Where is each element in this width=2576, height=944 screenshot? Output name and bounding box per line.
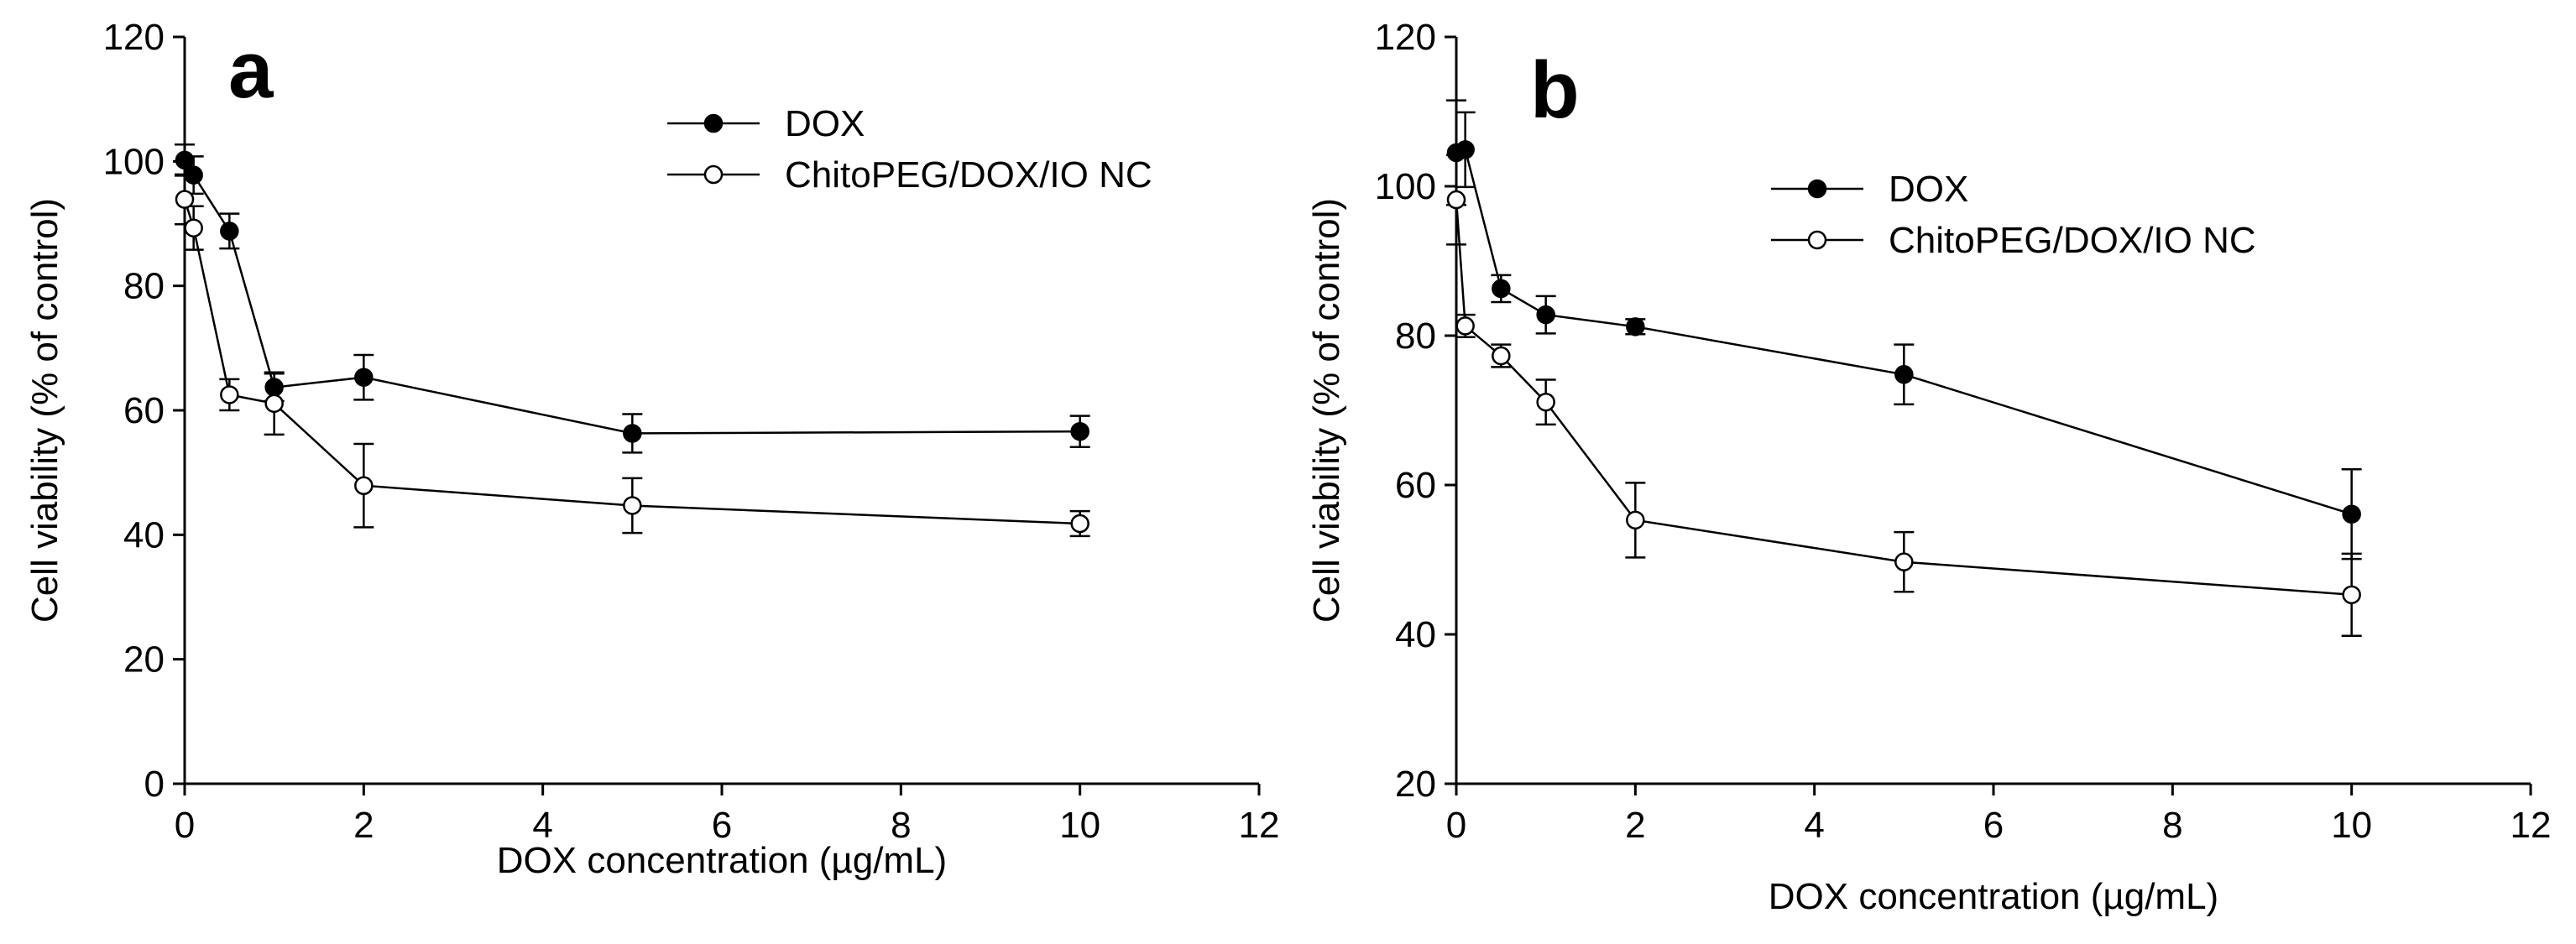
y-tick-label: 120 xyxy=(103,17,165,58)
x-tick-label: 4 xyxy=(532,805,552,846)
x-tick-label: 6 xyxy=(1983,805,2004,846)
panel-letter: a xyxy=(228,25,274,115)
chart-panel-b: 20 40 60 80 100 120 0 2 4 6 8 10 12 DOX concentration… xyxy=(1306,17,2551,917)
y-tick-label: 100 xyxy=(103,141,165,182)
x-tick-label: 4 xyxy=(1804,805,1824,846)
y-tick-label: 40 xyxy=(1395,614,1436,655)
data-point xyxy=(175,150,195,170)
x-tick-label: 8 xyxy=(891,805,911,846)
x-tick-label: 12 xyxy=(2511,805,2552,846)
x-tick-label: 2 xyxy=(353,805,374,846)
panel-letter: b xyxy=(1530,45,1580,135)
data-point xyxy=(2342,504,2361,524)
series-line xyxy=(183,199,1080,525)
data-point xyxy=(1626,510,1645,530)
x-tick-label: 2 xyxy=(1625,805,1645,846)
y-tick-label: 20 xyxy=(123,639,165,681)
data-point xyxy=(623,424,642,443)
series-line xyxy=(183,159,1080,435)
legend: DOX ChitoPEG/DOX/IO NC xyxy=(1771,169,2256,261)
series-chitopeg-dox-io-nc xyxy=(1446,154,2362,638)
legend-marker xyxy=(1807,230,1827,250)
x-tick-label: 10 xyxy=(2331,805,2372,846)
legend-marker xyxy=(703,164,724,185)
x-tick-label: 12 xyxy=(1239,805,1280,846)
data-point xyxy=(623,496,642,515)
y-tick-label: 0 xyxy=(144,764,165,805)
series-chitopeg-dox-io-nc xyxy=(175,173,1090,538)
y-tick-label: 80 xyxy=(123,266,165,307)
legend-label: DOX xyxy=(785,103,865,144)
data-point xyxy=(1492,346,1511,366)
y-axis-title: Cell viability (% of control) xyxy=(24,198,65,623)
series-dox xyxy=(1446,99,2362,561)
x-axis-title: DOX concentration (µg/mL) xyxy=(497,840,947,881)
data-point xyxy=(264,394,284,414)
y-tick-label: 40 xyxy=(123,514,165,555)
data-point xyxy=(2342,585,2361,605)
x-tick-label: 10 xyxy=(1059,805,1100,846)
x-tick-label: 8 xyxy=(2162,805,2182,846)
x-tick-label: 0 xyxy=(175,805,195,846)
data-point xyxy=(1536,305,1555,325)
data-point xyxy=(1894,365,1914,384)
x-axis-title: DOX concentration (µg/mL) xyxy=(1769,876,2218,917)
y-tick-label: 80 xyxy=(1395,316,1436,357)
data-point xyxy=(220,385,239,404)
data-point xyxy=(220,222,239,241)
data-point xyxy=(1492,279,1511,299)
y-tick-label: 60 xyxy=(1395,465,1436,506)
legend-marker xyxy=(703,113,724,133)
legend-label: ChitoPEG/DOX/IO NC xyxy=(785,154,1152,196)
y-tick-label: 20 xyxy=(1395,764,1436,805)
x-tick-label: 6 xyxy=(712,805,732,846)
data-point xyxy=(354,368,374,387)
legend-marker xyxy=(1807,179,1827,199)
y-tick-label: 120 xyxy=(1375,17,1436,58)
data-point xyxy=(1894,552,1914,571)
data-point xyxy=(1536,392,1555,412)
data-point xyxy=(1070,421,1089,441)
data-point xyxy=(354,476,374,495)
data-point xyxy=(1455,316,1475,336)
x-tick-label: 0 xyxy=(1446,805,1466,846)
legend: DOX ChitoPEG/DOX/IO NC xyxy=(667,103,1152,196)
y-axis-title: Cell viability (% of control) xyxy=(1306,198,1347,623)
legend-label: DOX xyxy=(1889,169,1968,210)
data-point xyxy=(1070,514,1089,534)
y-tick-label: 60 xyxy=(123,390,165,431)
data-point xyxy=(184,218,203,237)
y-tick-label: 100 xyxy=(1375,166,1436,207)
data-point xyxy=(1446,190,1466,210)
data-point xyxy=(175,190,195,209)
chart-panel-a: 0 20 40 60 80 100 120 0 2 4 6 8 10 12 DOX concentratio… xyxy=(24,17,1279,881)
legend-label: ChitoPEG/DOX/IO NC xyxy=(1889,220,2256,261)
data-point xyxy=(1626,317,1645,336)
